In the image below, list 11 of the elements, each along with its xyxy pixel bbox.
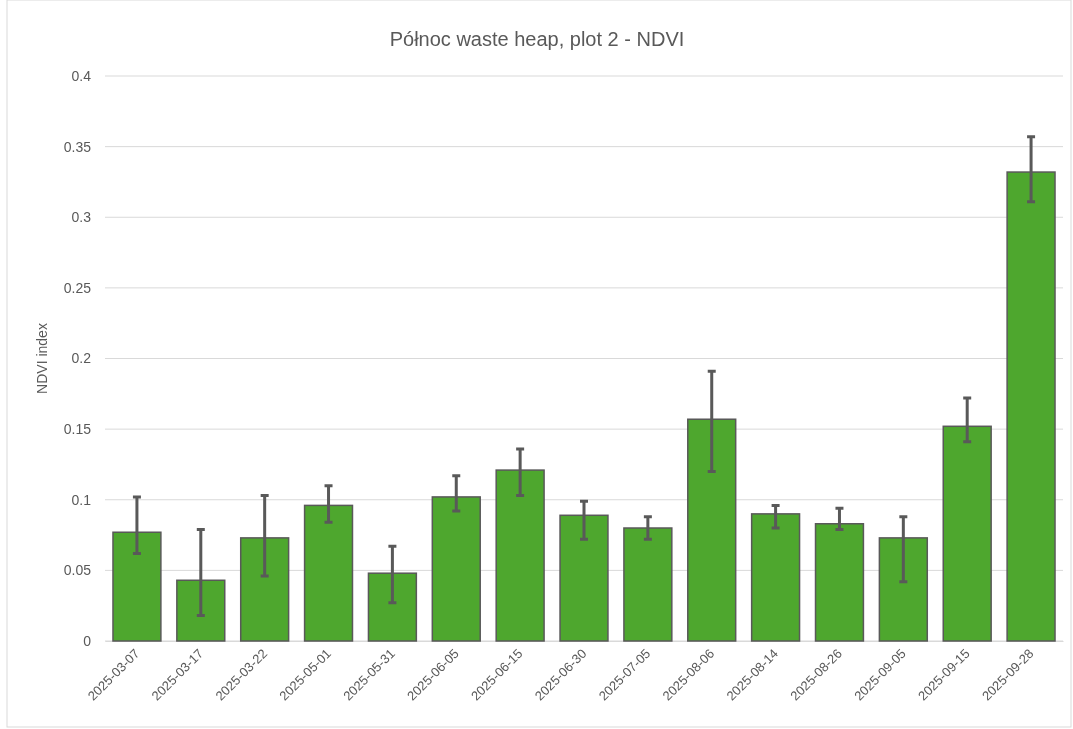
y-tick-label: 0.25 [63,279,92,296]
chart-title: Północ waste heap, plot 2 - NDVI [389,28,685,50]
y-tick-label: 0.4 [71,67,92,84]
y-tick-label: 0.1 [71,491,92,508]
y-axis-title: NDVI index [34,323,50,394]
y-tick-label: 0 [83,632,92,649]
y-tick-label: 0.2 [71,350,92,367]
y-tick-label: 0.15 [63,421,92,438]
y-tick-label: 0.05 [63,562,92,579]
y-tick-label: 0.3 [71,209,92,226]
y-tick-label: 0.35 [63,138,92,155]
